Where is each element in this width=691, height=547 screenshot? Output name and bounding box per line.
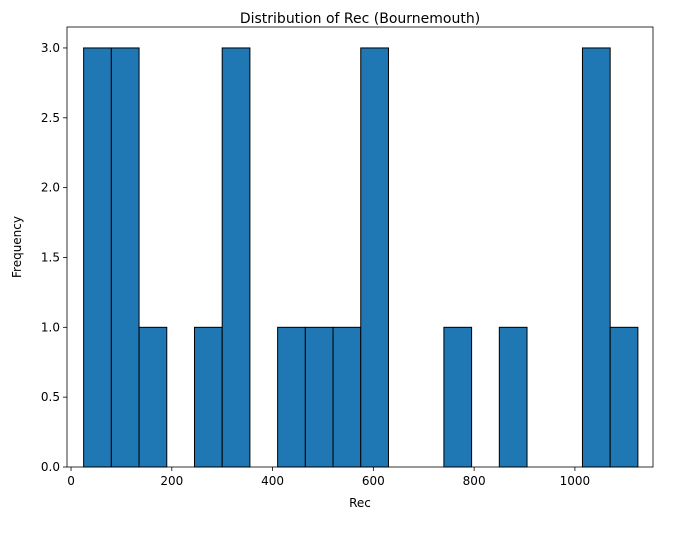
histogram-bar xyxy=(277,326,306,468)
y-axis: 0.0 0.5 1.0 1.5 2.0 2.5 3.0 xyxy=(41,41,67,474)
histogram-bar xyxy=(221,47,251,468)
y-tick-label: 2.5 xyxy=(41,111,60,125)
y-tick-label: 1.0 xyxy=(41,320,60,334)
histogram-bar xyxy=(360,47,389,468)
histogram-bar xyxy=(304,326,334,468)
x-axis-label: Rec xyxy=(349,496,371,510)
y-tick-label: 1.5 xyxy=(41,250,60,264)
histogram-bar xyxy=(193,326,223,468)
histogram-bar xyxy=(332,326,362,468)
y-axis-label: Frequency xyxy=(10,216,24,278)
y-tick-label: 0.0 xyxy=(41,460,60,474)
x-tick-label: 600 xyxy=(362,474,385,488)
histogram-bar xyxy=(609,326,639,468)
x-tick-label: 800 xyxy=(463,474,486,488)
histogram-bar xyxy=(498,326,528,468)
x-tick-label: 200 xyxy=(160,474,183,488)
histogram-bar xyxy=(138,326,168,468)
y-tick-label: 2.0 xyxy=(41,181,60,195)
histogram-bar xyxy=(443,326,473,468)
x-tick-label: 0 xyxy=(67,474,75,488)
histogram-bar xyxy=(83,47,112,468)
histogram-bar xyxy=(110,47,140,468)
y-tick-label: 3.0 xyxy=(41,41,60,55)
histogram-bar xyxy=(581,47,611,468)
x-tick-label: 1000 xyxy=(560,474,591,488)
bars-group xyxy=(83,47,639,468)
chart-title: Distribution of Rec (Bournemouth) xyxy=(240,11,480,27)
x-axis: 0 200 400 600 800 1000 xyxy=(67,467,590,488)
x-tick-label: 400 xyxy=(261,474,284,488)
y-tick-label: 0.5 xyxy=(41,390,60,404)
plot-frame xyxy=(66,26,654,468)
